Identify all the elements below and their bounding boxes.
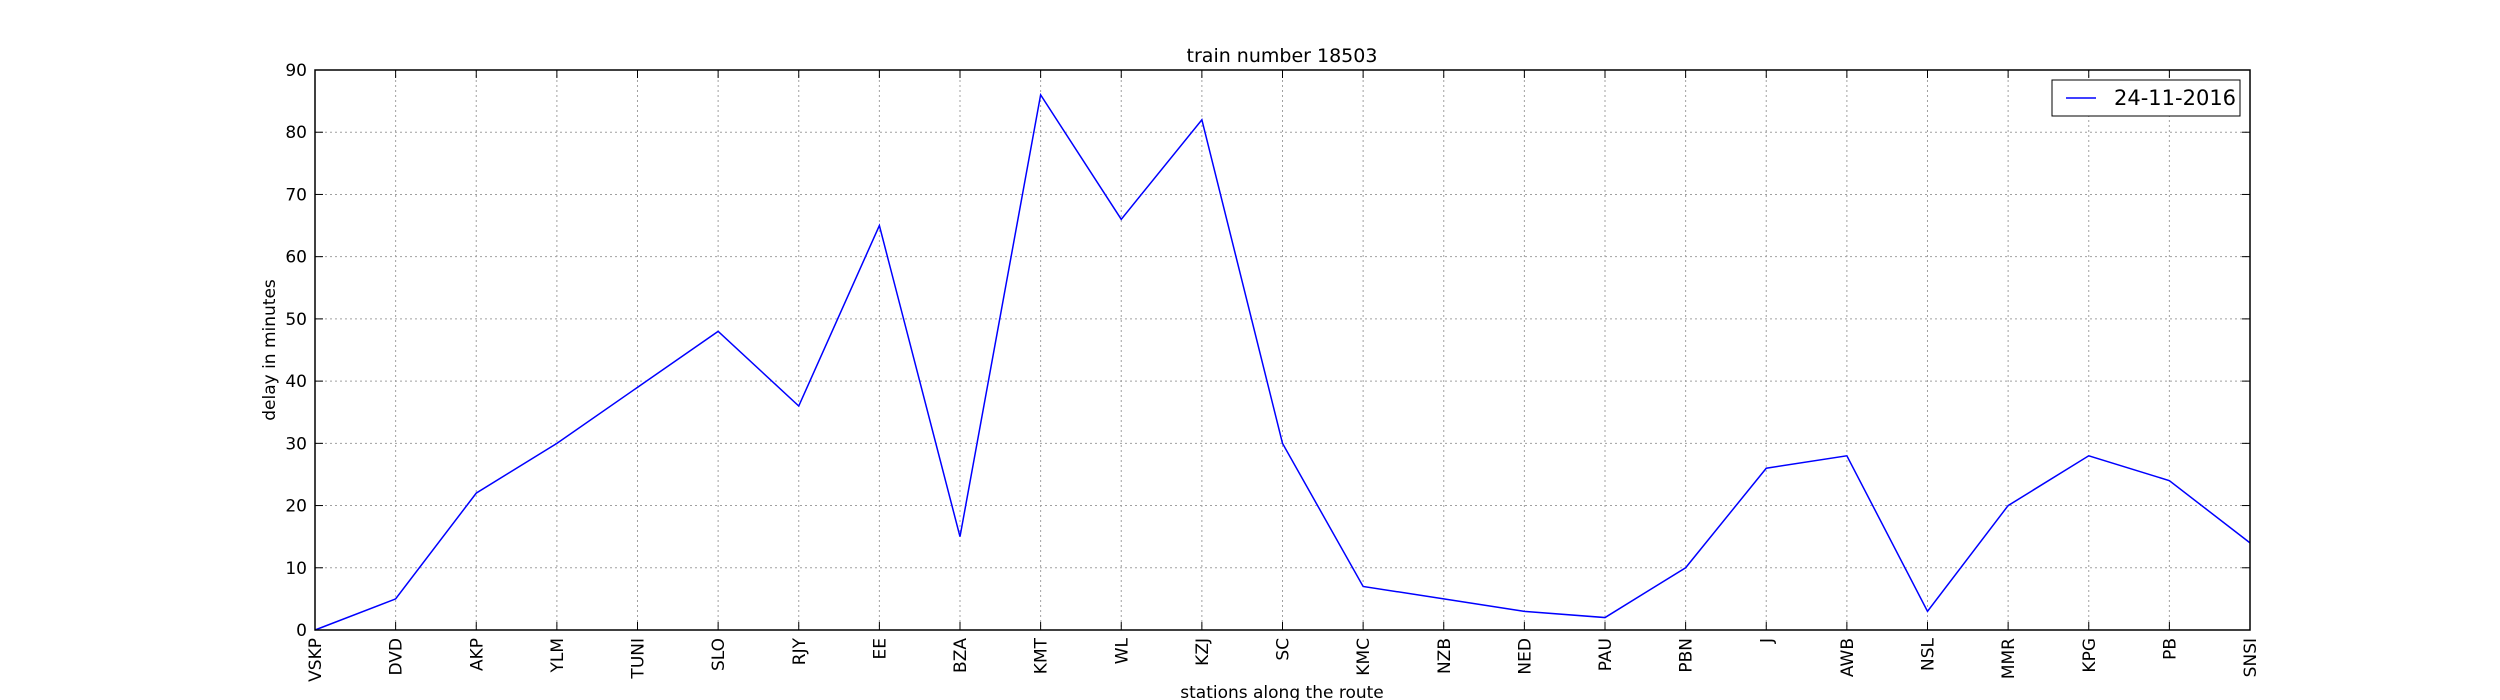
x-tick-label: KPG bbox=[2080, 638, 2100, 673]
x-tick-label: NSL bbox=[1919, 637, 1939, 671]
x-tick-label: EE bbox=[870, 638, 890, 659]
x-tick-label: BZA bbox=[951, 638, 971, 673]
x-axis: VSKP DVD AKP YLM TUNI SLO RJY EE BZA KMT WL KZJ SC KM… bbox=[306, 70, 2261, 682]
y-tick-label: 0 bbox=[296, 621, 307, 641]
x-tick-label: KMC bbox=[1354, 638, 1374, 676]
x-tick-label: SNSI bbox=[2241, 638, 2261, 677]
legend: 24-11-2016 bbox=[2051, 79, 2241, 117]
x-tick-label: NED bbox=[1515, 638, 1535, 675]
x-tick-label: WL bbox=[1112, 637, 1132, 664]
x-tick-label: KMT bbox=[1032, 637, 1052, 674]
y-axis: 0 10 20 30 40 50 60 70 80 90 bbox=[285, 61, 2250, 641]
grid bbox=[314, 69, 2251, 631]
x-tick-label: MMR bbox=[1999, 638, 2019, 679]
y-tick-label: 40 bbox=[285, 372, 307, 392]
x-tick-label: SC bbox=[1274, 638, 1294, 661]
x-axis-label: stations along the route bbox=[1180, 683, 1384, 700]
y-tick-label: 60 bbox=[285, 248, 307, 268]
x-tick-label: J bbox=[1757, 638, 1777, 644]
x-tick-label: DVD bbox=[387, 638, 407, 676]
y-axis-label: delay in minutes bbox=[260, 279, 280, 421]
y-tick-label: 90 bbox=[285, 61, 307, 81]
x-tick-label: SLO bbox=[709, 638, 729, 671]
legend-entry: 24-11-2016 bbox=[2114, 86, 2236, 110]
y-tick-label: 20 bbox=[285, 497, 307, 517]
y-tick-label: 50 bbox=[285, 310, 307, 330]
chart-title: train number 18503 bbox=[1187, 45, 1378, 67]
x-tick-label: PB bbox=[2160, 638, 2180, 660]
x-tick-label: NZB bbox=[1435, 638, 1455, 674]
x-tick-label: TUNI bbox=[629, 638, 649, 680]
y-tick-label: 70 bbox=[285, 185, 307, 205]
x-tick-label: KZJ bbox=[1193, 638, 1213, 666]
x-tick-label: PAU bbox=[1596, 638, 1616, 671]
series-line bbox=[314, 92, 2251, 631]
x-tick-label: RJY bbox=[790, 637, 810, 665]
series-group bbox=[314, 92, 2251, 631]
y-tick-label: 10 bbox=[285, 559, 307, 579]
x-tick-label: VSKP bbox=[306, 638, 326, 682]
x-tick-label: AWB bbox=[1838, 638, 1858, 677]
y-tick-label: 30 bbox=[285, 434, 307, 454]
x-tick-label: PBN bbox=[1677, 638, 1697, 673]
x-tick-label: YLM bbox=[548, 638, 568, 674]
x-tick-label: AKP bbox=[467, 638, 487, 671]
y-tick-label: 80 bbox=[285, 123, 307, 143]
